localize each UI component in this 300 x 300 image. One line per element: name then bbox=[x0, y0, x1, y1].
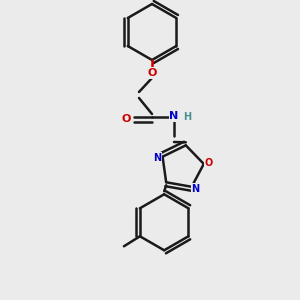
Text: N: N bbox=[169, 111, 178, 121]
Text: O: O bbox=[205, 158, 213, 168]
Text: O: O bbox=[147, 68, 157, 78]
Text: O: O bbox=[121, 115, 131, 124]
Text: N: N bbox=[192, 184, 200, 194]
Text: H: H bbox=[183, 112, 191, 122]
Text: N: N bbox=[154, 153, 162, 163]
